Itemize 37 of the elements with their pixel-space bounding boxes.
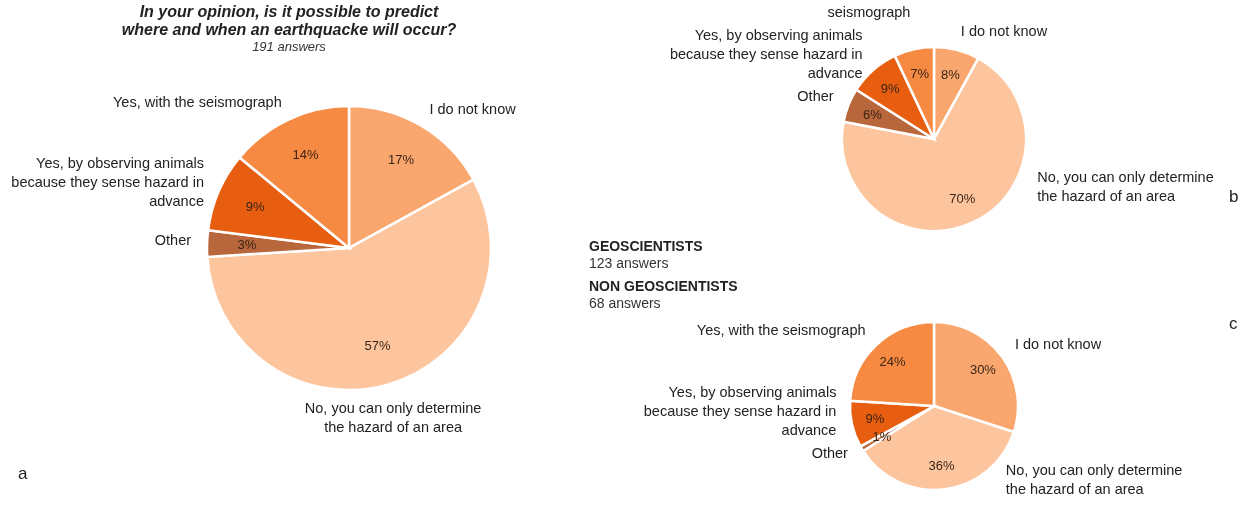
slice-label: I do not know xyxy=(1014,335,1102,352)
data-label: 17% xyxy=(388,152,415,167)
data-label: 57% xyxy=(364,338,391,354)
slice-label: Yes, by observing animals because they sense hazard in advance xyxy=(643,384,837,439)
data-label: 8% xyxy=(941,66,961,82)
slice-label: No, you can only determine the hazard of an area xyxy=(304,399,482,435)
slice-label: Yes, with the seismograph xyxy=(112,93,282,110)
slice-label: I do not know xyxy=(429,100,517,117)
slice-label: I do not know xyxy=(960,22,1048,39)
slice-label: Other xyxy=(797,87,834,104)
text: GEOSCIENTISTS xyxy=(589,238,703,254)
chart-subtitle: 68 answers xyxy=(589,295,661,311)
data-label: 6% xyxy=(863,106,883,122)
text: c xyxy=(1229,314,1238,333)
data-label: 24% xyxy=(879,353,907,369)
slice-label: Yes, by observing animals because they sense hazard in advance xyxy=(669,26,863,81)
data-label: 3% xyxy=(237,236,257,252)
data-label: 14% xyxy=(292,147,319,163)
slice-label: Other xyxy=(154,231,192,248)
text: a xyxy=(18,464,28,483)
data-label: 7% xyxy=(910,66,930,82)
data-label: 9% xyxy=(880,81,901,97)
slice-label: Yes, with the seismograph xyxy=(696,321,866,338)
data-label: 70% xyxy=(949,190,976,206)
data-label: 9% xyxy=(245,199,265,215)
text: 123 answers xyxy=(589,255,669,271)
slice-label: seismograph xyxy=(827,3,911,20)
text: b xyxy=(1229,187,1239,206)
chart-title: In your opinion, is it possible to predict where and when an earthquacke will occur? xyxy=(121,3,457,38)
slice-label: No, you can only determine the hazard of an area xyxy=(1005,462,1183,497)
chart-subtitle: 191 answers xyxy=(252,39,327,54)
data-label: 30% xyxy=(969,362,997,378)
slice-label: Yes, by observing animals because they sense hazard in advance xyxy=(11,154,204,209)
slice-label: No, you can only determine the hazard of an area xyxy=(1037,169,1214,204)
data-label: 36% xyxy=(928,458,956,473)
chart-title: NON GEOSCIENTISTS xyxy=(589,278,738,294)
slice-label: Other xyxy=(811,445,849,462)
